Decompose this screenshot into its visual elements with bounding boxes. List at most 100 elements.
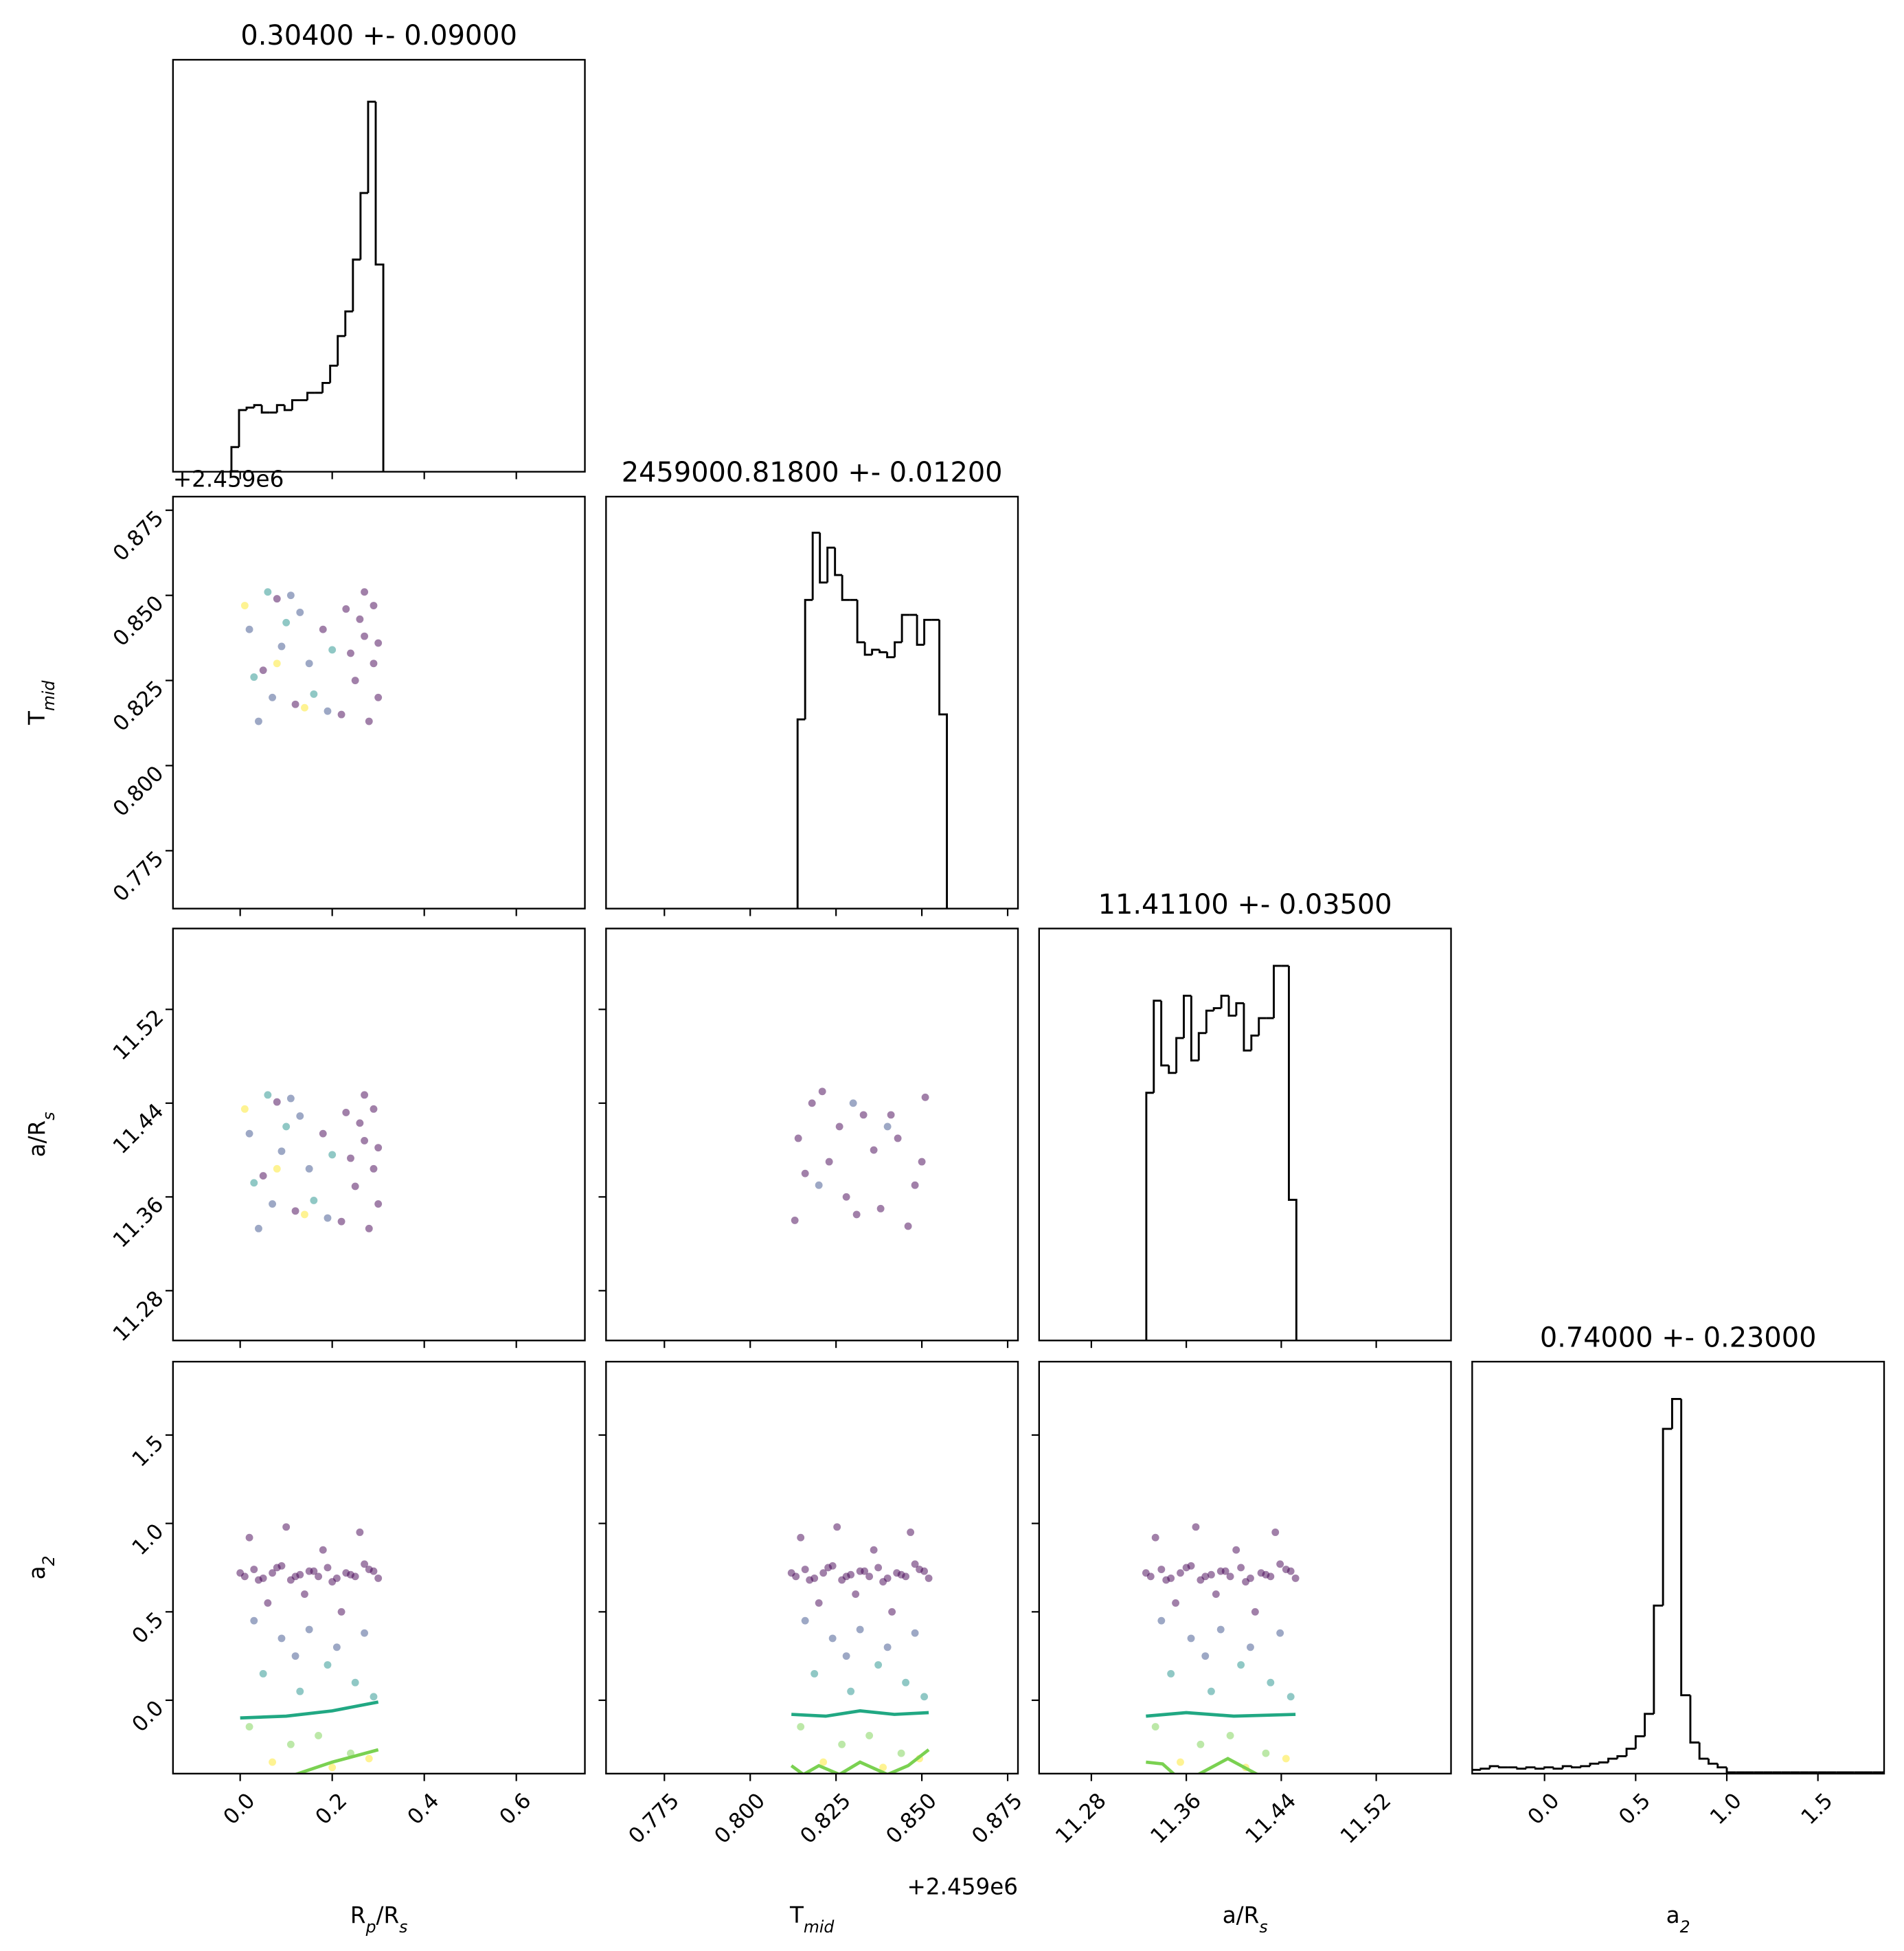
histogram-step <box>1670 1398 1681 1429</box>
scatter-point <box>833 1523 841 1531</box>
scatter-point <box>1157 1616 1166 1625</box>
scatter-point <box>1207 1687 1215 1695</box>
histogram-step <box>1689 1695 1700 1744</box>
histogram-step <box>283 405 293 411</box>
histogram-step <box>1480 1768 1491 1770</box>
histogram-step <box>337 335 345 366</box>
scatter-point <box>361 1091 369 1099</box>
scatter-point <box>282 618 291 627</box>
scatter-point <box>874 1661 883 1669</box>
scatter-point <box>883 1643 892 1651</box>
scatter-point <box>361 1136 369 1144</box>
histogram-step <box>230 446 239 472</box>
scatter-point <box>1271 1529 1280 1536</box>
scatter-point <box>277 1561 286 1570</box>
scatter-point <box>791 1216 799 1224</box>
label-subscript: mid <box>39 680 58 711</box>
histogram-step <box>1175 1037 1184 1073</box>
panel-frame <box>1471 1360 1885 1774</box>
histogram-step <box>796 718 806 909</box>
scatter-point <box>374 1144 383 1152</box>
scatter-point <box>888 1608 896 1616</box>
histogram-step <box>1598 1761 1609 1764</box>
label-subscript: s <box>39 1112 58 1120</box>
scatter-point <box>328 1151 337 1159</box>
scatter-point <box>1197 1576 1205 1584</box>
histogram-step <box>1190 995 1199 1062</box>
scatter-point <box>374 639 383 647</box>
scatter-point <box>838 1576 846 1584</box>
histogram-step <box>916 615 925 646</box>
histogram-step <box>253 404 262 408</box>
histogram-step <box>1653 1604 1664 1714</box>
scatter-point <box>879 1763 887 1772</box>
label-subscript: 2 <box>39 1555 58 1566</box>
histogram-step <box>1589 1762 1600 1766</box>
label-subscript: 2 <box>1680 1917 1690 1937</box>
scatter-point <box>835 1123 843 1131</box>
histogram-step <box>863 642 872 656</box>
y-axis-label: a/Rs <box>24 1112 58 1157</box>
scatter-point <box>328 646 337 654</box>
scatter-point <box>1287 1693 1295 1701</box>
histogram-step <box>886 652 895 659</box>
panel <box>240 588 383 725</box>
panel <box>1145 965 1297 1341</box>
histogram-step <box>344 310 353 337</box>
x-axis-label: Tmid <box>789 1902 835 1937</box>
label-subscript: mid <box>804 1917 835 1937</box>
label-subscript: p <box>365 1917 376 1937</box>
scatter-point <box>324 1214 332 1222</box>
scatter-point <box>887 1111 895 1119</box>
scatter-point <box>852 1590 860 1598</box>
label-text: a/R <box>1223 1902 1260 1928</box>
scatter-point <box>269 1200 277 1208</box>
scatter-point <box>245 1533 253 1542</box>
scatter-point <box>811 1669 819 1678</box>
scatter-point <box>797 1723 805 1731</box>
panel-frame <box>605 1360 1019 1774</box>
panel-frame <box>172 58 586 473</box>
panel-title: 0.74000 +- 0.23000 <box>1540 1322 1817 1353</box>
scatter-point <box>374 1200 383 1208</box>
scatter-point <box>356 1529 364 1536</box>
panel-title: 11.41100 +- 0.03500 <box>1098 889 1392 921</box>
histogram-step <box>1153 1000 1161 1093</box>
scatter-point <box>370 1164 378 1173</box>
histogram-step <box>352 258 361 312</box>
scatter-point <box>305 1625 313 1634</box>
scatter-point <box>332 1643 341 1651</box>
scatter-point <box>269 1758 277 1766</box>
histogram-step <box>1616 1755 1627 1759</box>
scatter-point <box>273 1098 281 1106</box>
histogram-step <box>900 613 910 642</box>
scatter-point <box>269 1569 277 1577</box>
offset-text: +2.459e6 <box>907 1874 1019 1900</box>
histogram-step <box>321 381 330 393</box>
scatter-point <box>904 1222 912 1230</box>
histogram-step <box>1183 994 1192 1039</box>
scatter-point <box>347 1154 354 1162</box>
scatter-point <box>255 717 262 725</box>
scatter-point <box>342 1569 350 1577</box>
scatter-point <box>337 710 345 719</box>
scatter-point <box>920 1693 929 1701</box>
x-axis-label: a2 <box>1666 1902 1690 1937</box>
scatter-point <box>1207 1570 1215 1579</box>
scatter-point <box>245 1129 253 1138</box>
scatter-point <box>1187 1561 1195 1570</box>
scatter-point <box>374 693 383 701</box>
panel-frame <box>172 1360 586 1774</box>
scatter-point <box>815 1181 823 1189</box>
scatter-point <box>1151 1533 1159 1542</box>
scatter-point <box>852 1210 861 1219</box>
scatter-point <box>286 1094 295 1103</box>
scatter-point <box>828 1634 837 1643</box>
scatter-point <box>911 1629 919 1637</box>
histogram-step <box>1708 1759 1718 1765</box>
scatter-point <box>818 1087 826 1096</box>
histogram-step <box>879 649 887 653</box>
histogram-step <box>1287 965 1297 1341</box>
